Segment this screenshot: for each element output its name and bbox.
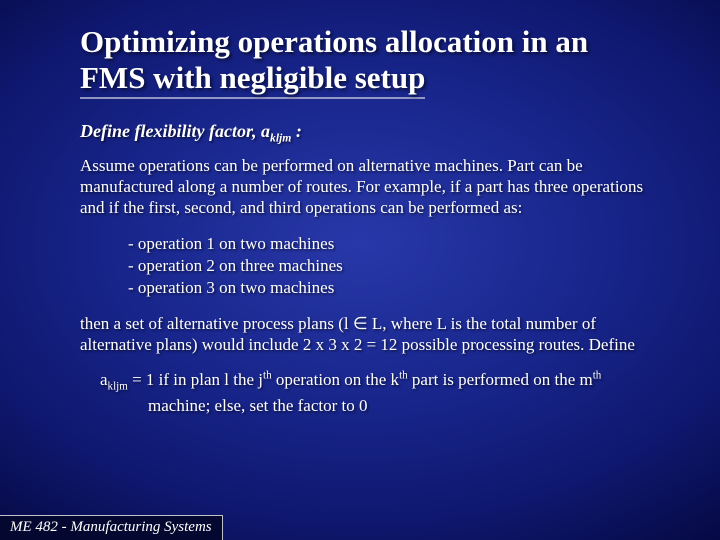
list-item: - operation 1 on two machines [128,233,660,255]
formula-text-1: = 1 if in plan l the j [128,370,263,389]
list-item: - operation 3 on two machines [128,277,660,299]
define-prefix: Define flexibility factor, a [80,121,270,141]
paragraph-2: then a set of alternative process plans … [80,313,660,356]
formula-line: akljm = 1 if in plan l the jth operation… [100,369,660,415]
define-suffix: : [291,121,302,141]
title-line-2: FMS with negligible setup [80,60,425,100]
slide-footer: ME 482 - Manufacturing Systems [0,515,223,540]
formula-sup-2: th [399,370,408,382]
paragraph-1: Assume operations can be performed on al… [80,155,660,219]
title-line-1: Optimizing operations allocation in an [80,24,588,59]
formula-text-3: part is performed on the m [408,370,593,389]
define-line: Define flexibility factor, akljm : [80,121,660,145]
formula-a-sub: kljm [108,381,128,393]
formula-text-4: machine; else, set the factor to 0 [148,396,368,415]
formula-sup-3: th [593,370,602,382]
define-sub: kljm [270,132,291,145]
operations-list: - operation 1 on two machines - operatio… [128,233,660,299]
list-item: - operation 2 on three machines [128,255,660,277]
slide-title: Optimizing operations allocation in an F… [80,24,660,99]
slide-body: Optimizing operations allocation in an F… [0,0,720,540]
formula-sup-1: th [263,370,272,382]
formula-text-2: operation on the k [272,370,399,389]
